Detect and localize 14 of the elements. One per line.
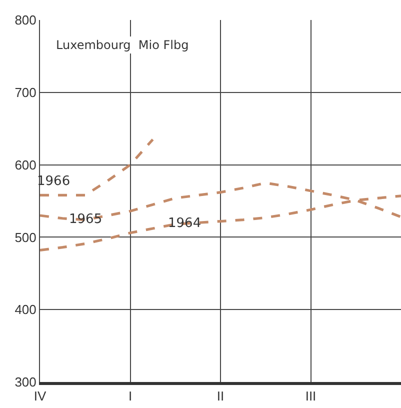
- line-series: [40, 138, 154, 197]
- x-tick-label: I: [128, 388, 132, 404]
- series-label: 1964: [168, 216, 202, 231]
- y-tick-label: 800: [14, 12, 36, 28]
- y-tick-label: 300: [14, 374, 36, 390]
- y-tick-label: 500: [14, 230, 36, 245]
- x-tick-label: IV: [34, 388, 46, 404]
- y-tick-label: 700: [14, 84, 36, 100]
- y-tick-label: 400: [14, 302, 36, 318]
- series-label: 1965: [69, 212, 102, 227]
- text: Luxembourg Mio Flbg: [56, 38, 189, 52]
- y-tick-label: 600: [14, 157, 36, 172]
- x-tick-label: III: [305, 388, 316, 404]
- x-tick-label: II: [216, 388, 224, 404]
